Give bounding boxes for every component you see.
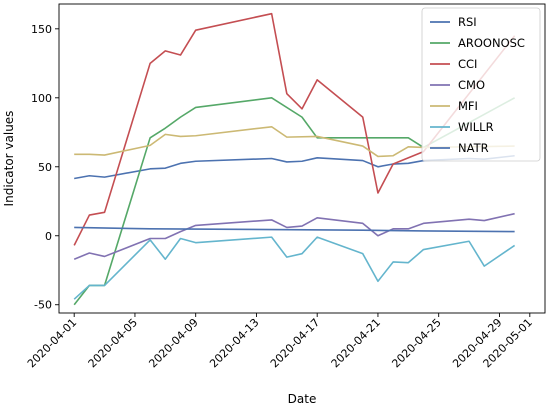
y-tick-label: 100 [31, 92, 52, 105]
series-layer [73, 12, 516, 306]
series-line-mfi [74, 125, 515, 158]
legend: RSI AROONOSC CCI CMO MFI WILLR NATR [421, 7, 541, 162]
y-axis-label: Indicator values [2, 111, 16, 207]
legend-label-rsi: RSI [458, 15, 477, 29]
legend-label-willr: WILLR [458, 120, 494, 134]
x-axis-label: Date [288, 392, 317, 406]
y-tick-label: 150 [31, 23, 52, 36]
legend-label-mfi: MFI [458, 99, 478, 113]
legend-label-aroonosc: AROONOSC [458, 36, 525, 50]
legend-label-natr: NATR [458, 141, 489, 155]
series-line-cci [73, 12, 516, 246]
series-line-natr [74, 226, 515, 233]
series-line-willr [73, 236, 516, 300]
plot-frame [58, 3, 546, 314]
y-tick-label: -50 [34, 299, 52, 312]
legend-label-cci: CCI [458, 57, 477, 71]
legend-box [421, 7, 541, 162]
y-tick-label: 0 [45, 230, 52, 243]
y-tick-label: 50 [38, 161, 52, 174]
legend-label-cmo: CMO [458, 78, 485, 92]
series-line-cmo [73, 212, 515, 260]
series-line-aroonosc [73, 97, 516, 306]
